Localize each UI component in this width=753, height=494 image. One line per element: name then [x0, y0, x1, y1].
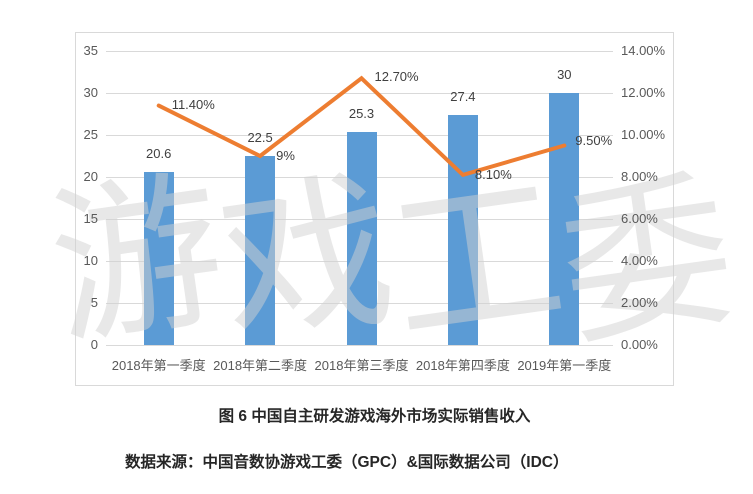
category-label: 2018年第三季度 [314, 358, 409, 373]
category-label: 2019年第一季度 [517, 358, 612, 373]
bar-value-label: 27.4 [450, 88, 476, 104]
bar-value-label: 22.5 [247, 130, 273, 145]
line-value-label: 12.70% [374, 69, 419, 85]
left-axis-tick: 15 [83, 211, 98, 226]
right-axis-tick: 6.00% [621, 211, 658, 226]
left-axis-tick: 5 [90, 295, 98, 310]
right-axis-tick: 12.00% [621, 85, 666, 100]
bar [447, 114, 478, 345]
bar [245, 156, 276, 345]
left-axis-tick: 25 [83, 127, 98, 142]
left-axis-tick: 0 [90, 337, 98, 352]
bar-value-label: 30 [557, 67, 572, 82]
line-value-label: 9.50% [575, 132, 613, 148]
growth-line-series [156, 75, 567, 178]
right-axis-tick: 2.00% [621, 295, 658, 310]
bar-value-label: 20.6 [146, 145, 172, 161]
category-label: 2018年第四季度 [415, 358, 510, 373]
bar [143, 171, 174, 345]
left-axis-tick: 20 [83, 169, 98, 184]
data-source-note: 数据来源：中国音数协游戏工委（GPC）&国际数据公司（IDC） [125, 454, 569, 471]
line-value-label: 8.10% [474, 166, 512, 182]
category-label: 2018年第一季度 [111, 358, 206, 373]
line-value-label: 9% [276, 148, 295, 163]
right-axis-tick: 14.00% [621, 43, 666, 58]
left-axis-tick: 35 [83, 43, 98, 58]
gridline [106, 50, 613, 52]
gridline [106, 344, 613, 346]
right-axis-tick: 10.00% [621, 127, 666, 142]
bar [549, 93, 580, 345]
bar [346, 132, 377, 345]
line-value-label: 11.40% [171, 96, 215, 112]
left-axis-tick: 10 [83, 253, 98, 268]
figure-caption: 图 6 中国自主研发游戏海外市场实际销售收入 [218, 408, 531, 425]
left-axis-tick: 30 [83, 85, 98, 100]
right-axis-tick: 0.00% [621, 337, 658, 352]
right-axis-tick: 4.00% [621, 253, 658, 268]
bar-value-label: 25.3 [348, 106, 375, 122]
line-path [156, 75, 567, 178]
chart-frame: 0 0.00% 5 2.00% 10 4.00% 15 6.00% 20 8.00% 25 10.00… [75, 32, 674, 386]
gridline [106, 92, 613, 94]
right-axis-tick: 8.00% [621, 169, 658, 184]
category-label: 2018年第二季度 [213, 358, 308, 373]
